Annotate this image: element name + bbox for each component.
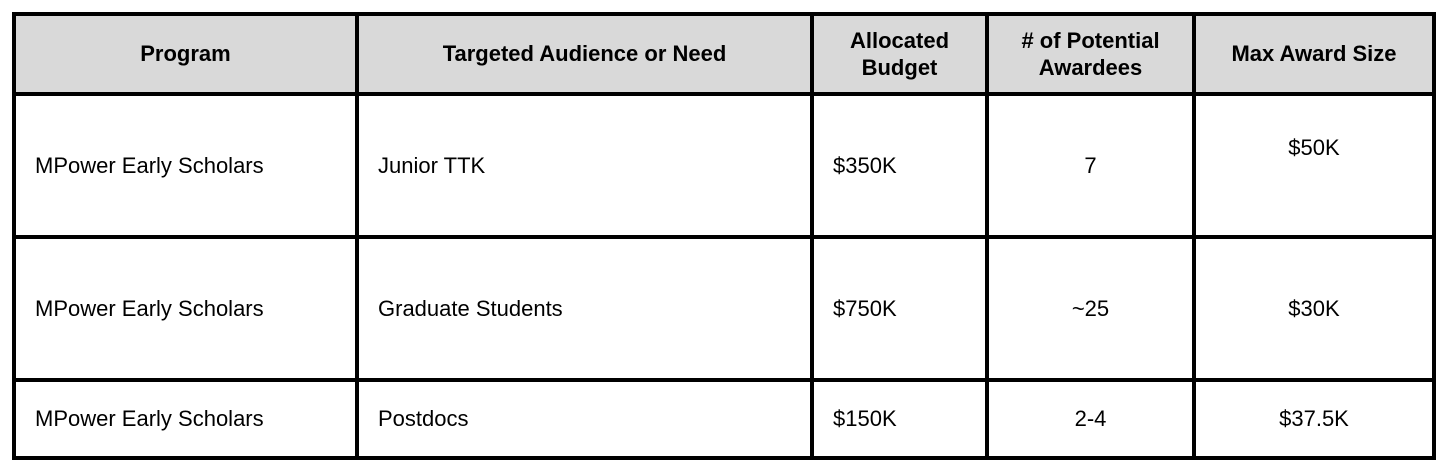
header-row: Program Targeted Audience or Need Alloca… xyxy=(12,12,1436,96)
column-header-allocated-budget: Allocated Budget xyxy=(810,12,989,96)
cell-potential-awardees: 2-4 xyxy=(985,378,1196,460)
cell-program: MPower Early Scholars xyxy=(12,92,359,239)
cell-allocated-budget: $150K xyxy=(810,378,989,460)
column-header-program: Program xyxy=(12,12,359,96)
table-row: MPower Early Scholars Junior TTK $350K 7… xyxy=(12,92,1436,239)
cell-max-award-size-text: $50K xyxy=(1288,134,1340,160)
cell-program: MPower Early Scholars xyxy=(12,235,359,382)
cell-max-award-size: $30K xyxy=(1192,235,1436,382)
cell-allocated-budget: $350K xyxy=(810,92,989,239)
column-header-potential-awardees: # of Potential Awardees xyxy=(985,12,1196,96)
column-header-targeted-audience: Targeted Audience or Need xyxy=(355,12,814,96)
cell-program: MPower Early Scholars xyxy=(12,378,359,460)
table-row: MPower Early Scholars Graduate Students … xyxy=(12,235,1436,382)
table-row: MPower Early Scholars Postdocs $150K 2-4… xyxy=(12,378,1436,460)
column-header-max-award-size: Max Award Size xyxy=(1192,12,1436,96)
cell-potential-awardees: ~25 xyxy=(985,235,1196,382)
cell-potential-awardees: 7 xyxy=(985,92,1196,239)
cell-max-award-size: $50K xyxy=(1192,92,1436,239)
cell-max-award-size: $37.5K xyxy=(1192,378,1436,460)
cell-allocated-budget: $750K xyxy=(810,235,989,382)
cell-targeted-audience: Graduate Students xyxy=(355,235,814,382)
cell-targeted-audience: Postdocs xyxy=(355,378,814,460)
cell-targeted-audience: Junior TTK xyxy=(355,92,814,239)
program-budget-table: Program Targeted Audience or Need Alloca… xyxy=(12,12,1436,460)
